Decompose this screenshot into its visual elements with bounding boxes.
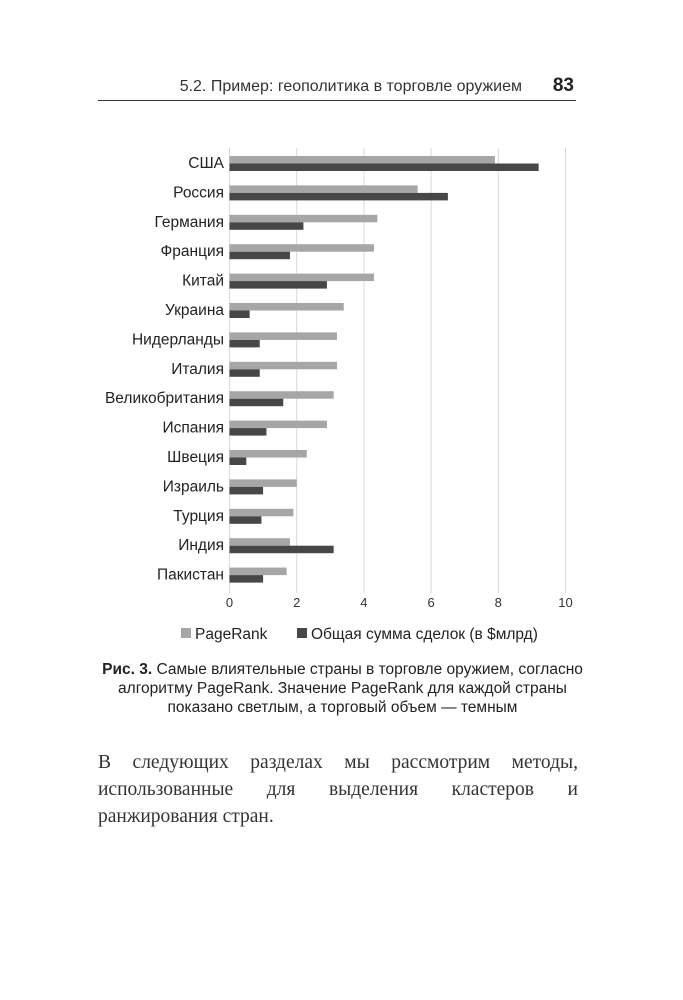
bar-pagerank [229,244,374,252]
bar-trade-volume [229,251,290,260]
bar-trade-volume [229,516,262,524]
category-label: Израиль [163,478,224,495]
bar-pagerank [229,420,327,429]
bar-chart: 0 2 4 6 8 10 США Россия Германия Франция Китай Укра… [105,148,573,643]
x-tick-label: 0 [226,595,233,610]
bar-trade-volume [229,457,247,465]
bar-trade-volume [229,192,448,201]
bar-trade-volume [229,369,260,377]
bar-trade-volume [229,575,264,583]
running-header: 5.2. Пример: геополитика в торговле оруж… [98,74,576,101]
body-paragraph: В следующих разделах мы рассмотрим метод… [98,752,578,827]
bar-pagerank [229,567,287,576]
legend-swatch [181,628,191,638]
category-label: Пакистан [157,567,224,584]
bar-trade-volume [229,163,539,171]
legend-label: PageRank [195,626,268,643]
category-label: Украина [165,302,224,319]
bar-trade-volume [229,428,267,436]
x-tick-label: 8 [495,595,502,610]
bar-pagerank [229,332,338,340]
bar-pagerank [229,303,344,311]
category-label: Великобритания [105,390,224,407]
bar-trade-volume [229,222,304,230]
bar-pagerank [229,185,418,193]
bar-pagerank [229,214,378,223]
legend-swatch [297,628,307,638]
bar-pagerank [229,273,374,282]
bar-pagerank [229,479,297,487]
x-tick-label: 2 [293,595,300,610]
bar-trade-volume [229,486,264,495]
category-label: Швеция [167,449,224,466]
bar-pagerank [229,391,334,399]
bar-trade-volume [229,545,334,554]
category-label: Турция [173,508,224,525]
bar-pagerank [229,156,495,164]
category-label: Германия [155,214,225,231]
category-label: Италия [171,361,224,378]
bar-trade-volume [229,339,260,348]
page-number: 83 [552,75,574,96]
category-label: Россия [173,184,224,201]
bar-pagerank [229,508,294,517]
bar-pagerank [229,450,307,458]
x-tick-label: 4 [360,595,367,610]
x-tick-label: 6 [427,595,434,610]
bar-pagerank [229,538,290,546]
legend-label: Общая сумма сделок (в $млрд) [311,626,538,643]
bar-trade-volume [229,398,284,407]
bar-pagerank [229,361,338,370]
category-label: Франция [160,243,224,260]
category-label: Индия [178,537,224,554]
category-label: США [188,155,224,172]
category-label: Испания [162,420,224,437]
bar-trade-volume [229,281,327,289]
category-label: Нидерланды [132,331,224,348]
caption-label: Рис. 3. [102,661,153,678]
figure-caption: Рис. 3. Самые влиятельные страны в торго… [90,660,595,717]
x-tick-label: 10 [558,595,572,610]
category-label: Китай [182,273,224,290]
caption-text: Самые влиятельные страны в торговле оруж… [118,661,583,716]
section-title: 5.2. Пример: геополитика в торговле оруж… [179,78,522,95]
bar-trade-volume [229,310,250,318]
